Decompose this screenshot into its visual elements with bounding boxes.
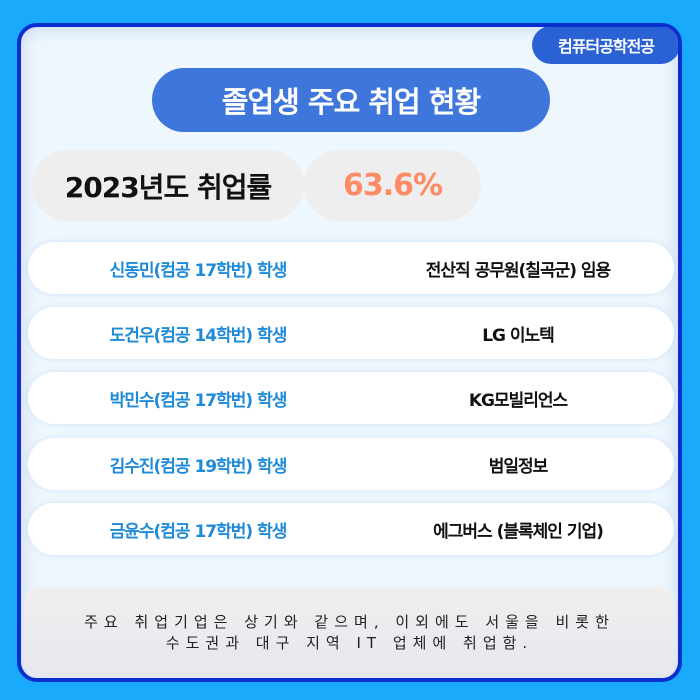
list-item: 신동민(컴공 17학번) 학생 전산직 공무원(칠곡군) 임용 (28, 242, 674, 294)
company-name: 범일정보 (488, 456, 549, 477)
company-name: KG모빌리언스 (468, 390, 568, 411)
list-item: 금윤수(컴공 17학번) 학생 에그버스 (블록체인 기업) (28, 503, 674, 555)
employment-rate-label: 2023년도 취업률 (32, 150, 304, 221)
footer-line-2: 수도권과 대구 지역 IT 업체에 취업함. (165, 633, 534, 652)
footer-note: 주요 취업기업은 상기와 같으며, 이외에도 서울을 비롯한 수도권과 대구 지… (24, 587, 675, 678)
list-item: 도건우(컴공 14학번) 학생 LG 이노텍 (28, 307, 674, 359)
student-name: 금윤수(컴공 17학번) 학생 (109, 521, 288, 542)
list-item: 김수진(컴공 19학번) 학생 범일정보 (28, 438, 674, 490)
page-title: 졸업생 주요 취업 현황 (152, 68, 550, 132)
department-badge: 컴퓨터공학전공 (532, 27, 678, 64)
student-name: 김수진(컴공 19학번) 학생 (109, 456, 288, 477)
employment-rate-value: 63.6% (304, 150, 481, 221)
footer-line-1: 주요 취업기업은 상기와 같으며, 이외에도 서울을 비롯한 (84, 612, 615, 631)
company-name: 전산직 공무원(칠곡군) 임용 (425, 260, 611, 281)
student-name: 박민수(컴공 17학번) 학생 (109, 390, 288, 411)
student-name: 도건우(컴공 14학번) 학생 (109, 325, 288, 346)
student-name: 신동민(컴공 17학번) 학생 (109, 260, 288, 281)
company-name: 에그버스 (블록체인 기업) (433, 521, 604, 542)
list-item: 박민수(컴공 17학번) 학생 KG모빌리언스 (28, 372, 674, 424)
info-card: 컴퓨터공학전공 졸업생 주요 취업 현황 2023년도 취업률 63.6% 신동… (17, 23, 682, 682)
company-name: LG 이노텍 (482, 325, 555, 346)
